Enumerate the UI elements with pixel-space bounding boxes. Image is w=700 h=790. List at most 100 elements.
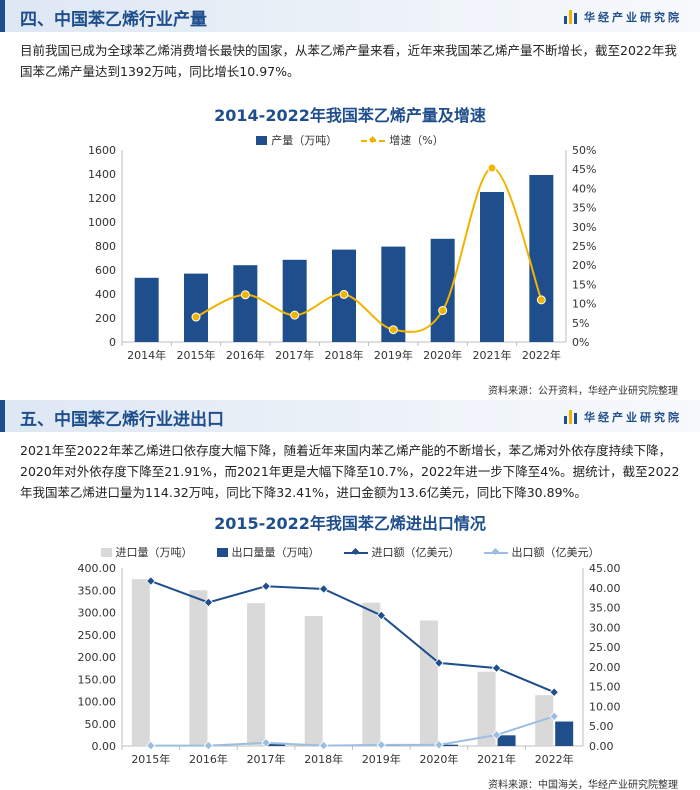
data-point	[203, 740, 214, 751]
legend-item-export-volume: 出口量量（万吨）	[216, 544, 320, 560]
legend-item-import-value: 进口额（亿美元）	[343, 544, 460, 560]
y-tick-label-right: 35.00	[589, 602, 621, 615]
y-tick-label-left: 350.00	[78, 584, 117, 597]
brand-logo-icon	[564, 410, 578, 424]
x-tick-label: 2019年	[362, 752, 401, 766]
y-tick-label-left: 1600	[88, 144, 116, 157]
y-tick-label-left: 250.00	[78, 629, 117, 642]
y-tick-label-right: 5%	[572, 317, 589, 330]
y-tick-label-right: 45%	[572, 163, 596, 176]
data-point	[203, 597, 214, 608]
x-tick-label: 2015年	[131, 752, 170, 766]
y-tick-label-right: 30.00	[589, 621, 621, 634]
chart-2-legend: 进口量（万吨） 出口量量（万吨） 进口额（亿美元） 出口额（亿美元）	[0, 544, 700, 560]
bar	[497, 735, 516, 746]
data-point	[261, 581, 271, 592]
y-tick-label-right: 25.00	[589, 641, 621, 654]
data-point	[549, 687, 559, 698]
x-tick-label: 2022年	[535, 752, 574, 766]
legend-label: 增速（%）	[389, 134, 444, 147]
x-tick-label: 2022年	[522, 348, 561, 362]
y-tick-label-left: 400	[95, 288, 116, 301]
x-tick-label: 2021年	[477, 752, 516, 766]
bar	[233, 265, 258, 342]
section-4-paragraph: 目前我国已成为全球苯乙烯消费增长最快的国家，从苯乙烯产量来看，近年来我国苯乙烯产…	[20, 43, 677, 79]
bar	[480, 192, 504, 342]
data-point	[318, 584, 329, 594]
brand-logo-icon	[564, 10, 578, 24]
bar	[247, 603, 266, 746]
data-point	[487, 163, 497, 173]
brand-name: 华经产业研究院	[584, 411, 682, 424]
x-tick-label: 2018年	[325, 348, 364, 362]
x-tick-label: 2018年	[304, 752, 343, 766]
legend-swatch-bar	[100, 547, 112, 557]
data-point	[146, 740, 156, 751]
chart-1-legend: 产量（万吨） 增速（%）	[0, 132, 700, 148]
y-tick-label-right: 30%	[572, 221, 596, 234]
legend-swatch-line	[343, 548, 368, 557]
data-point	[318, 740, 329, 751]
series-line	[150, 715, 555, 747]
legend-label: 产量（万吨）	[271, 134, 338, 147]
bar	[555, 721, 574, 746]
data-point	[434, 658, 444, 668]
y-tick-label-right: 45.00	[589, 562, 621, 575]
legend-item-import-volume: 进口量（万吨）	[100, 544, 193, 560]
bar	[184, 273, 208, 342]
y-tick-label-left: 200	[95, 312, 116, 325]
data-point	[240, 290, 250, 300]
y-tick-label-right: 10%	[572, 298, 596, 311]
y-tick-label-right: 40%	[572, 182, 596, 195]
x-tick-label: 2017年	[247, 752, 286, 766]
y-tick-label-right: 20%	[572, 259, 596, 272]
data-point	[549, 711, 559, 722]
bar	[304, 616, 323, 746]
chart-2-title: 2015-2022年我国苯乙烯进出口情况	[214, 514, 486, 533]
accent-bar	[0, 0, 5, 32]
section-4-source: 资料来源：公开资料，华经产业研究院整理	[488, 386, 678, 397]
legend-swatch-line	[361, 136, 386, 145]
y-tick-label-left: 1400	[88, 168, 116, 181]
y-tick-label-left: 400.00	[78, 562, 117, 575]
legend-item-export-value: 出口额（亿美元）	[483, 544, 600, 560]
y-tick-label-left: 100.00	[78, 696, 117, 709]
y-tick-label-right: 15.00	[589, 681, 621, 694]
data-point	[434, 740, 444, 750]
x-tick-label: 2020年	[419, 752, 458, 766]
bar	[529, 174, 554, 342]
section-5-title: 五、中国苯乙烯行业进出口	[20, 410, 224, 430]
y-tick-label-right: 50%	[572, 144, 596, 157]
bar	[189, 590, 208, 746]
y-tick-label-right: 15%	[572, 278, 596, 291]
x-tick-label: 2014年	[127, 348, 166, 362]
brand-badge: 华经产业研究院	[564, 409, 682, 425]
x-tick-label: 2016年	[226, 348, 265, 362]
data-point	[261, 738, 271, 748]
y-tick-label-left: 50.00	[85, 718, 117, 731]
series-line	[150, 580, 555, 694]
y-tick-label-right: 25%	[572, 240, 596, 253]
legend-label: 出口量量（万吨）	[231, 546, 320, 559]
data-point	[339, 289, 349, 299]
y-tick-label-left: 200.00	[78, 651, 117, 664]
y-tick-label-left: 600	[95, 264, 116, 277]
y-tick-label-left: 800	[95, 240, 116, 253]
y-tick-label-right: 0.00	[589, 740, 614, 753]
legend-swatch-bar	[256, 135, 268, 145]
legend-item-production: 产量（万吨）	[256, 132, 337, 148]
y-tick-label-left: 1200	[88, 192, 116, 205]
chart-1-plot: 0 200 400 600 800 1000 1200 1400 1600 0% 5% 10% 15% 2…	[88, 144, 596, 362]
data-point	[491, 663, 502, 673]
y-tick-label-left: 300.00	[78, 607, 117, 620]
legend-label: 进口量（万吨）	[115, 546, 193, 559]
data-point	[491, 730, 502, 740]
x-tick-label: 2016年	[189, 752, 228, 766]
data-point	[438, 306, 448, 316]
y-tick-label-right: 10.00	[589, 700, 621, 713]
y-tick-label-left: 150.00	[78, 673, 117, 686]
x-tick-label: 2021年	[473, 348, 512, 362]
y-tick-label-left: 1000	[88, 216, 116, 229]
bar	[134, 277, 159, 342]
data-point	[290, 310, 300, 320]
